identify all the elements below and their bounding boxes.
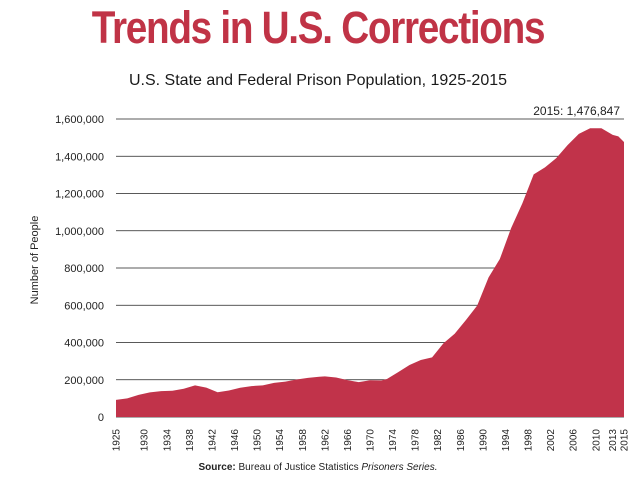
y-axis-tick-labels: 0 200,000 400,000 600,000 800,000 1,000,000 1,… [55,114,104,424]
x-tick-label: 1982 [433,429,444,452]
y-tick-label: 800,000 [64,263,104,275]
x-tick-label: 1938 [185,429,196,452]
x-tick-label: 1962 [320,429,331,452]
source-note: Source: Bureau of Justice Statistics Pri… [0,462,636,473]
x-tick-label: 1970 [366,429,377,452]
source-series: Prisoners Series. [361,462,438,473]
x-tick-label: 1930 [140,429,151,452]
x-tick-label: 2002 [546,429,557,452]
final-value-annotation: 2015: 1,476,847 [533,104,620,118]
page-headline: Trends in U.S. Corrections [91,2,546,53]
x-tick-label: 1994 [501,429,512,452]
x-tick-label: 2006 [569,429,580,452]
x-tick-label: 1986 [456,429,467,452]
x-tick-label: 1942 [207,429,218,452]
prison-population-area [116,128,624,417]
y-tick-label: 400,000 [64,338,104,350]
x-tick-label: 1958 [298,429,309,452]
chart-title: U.S. State and Federal Prison Population… [128,72,508,89]
x-tick-label: 2010 [591,429,602,452]
x-tick-label: 1954 [275,429,286,452]
x-axis-tick-labels: 1925 1930 1934 1938 1942 1946 1950 1954 1958 1962… [112,429,631,452]
y-tick-label: 1,600,000 [55,114,104,126]
x-tick-label: 2015 [620,429,631,452]
x-tick-label: 1946 [230,429,241,452]
source-label: Source: [198,462,236,473]
x-tick-label: 1950 [253,429,264,452]
y-tick-label: 1,000,000 [55,226,104,238]
x-tick-label: 1990 [478,429,489,452]
x-tick-label: 1974 [388,429,399,452]
x-tick-label: 1978 [411,429,422,452]
y-tick-label: 1,200,000 [55,189,104,201]
source-text: Bureau of Justice Statistics [238,462,359,473]
x-tick-label: 1925 [112,429,123,452]
x-tick-label: 1998 [524,429,535,452]
y-tick-label: 1,400,000 [55,151,104,163]
y-axis-label: Number of People [29,216,41,305]
y-tick-label: 0 [98,412,104,424]
x-tick-label: 2013 [608,429,619,452]
y-tick-label: 600,000 [64,300,104,312]
x-tick-label: 1966 [343,429,354,452]
y-tick-label: 200,000 [64,375,104,387]
x-tick-label: 1934 [162,429,173,452]
